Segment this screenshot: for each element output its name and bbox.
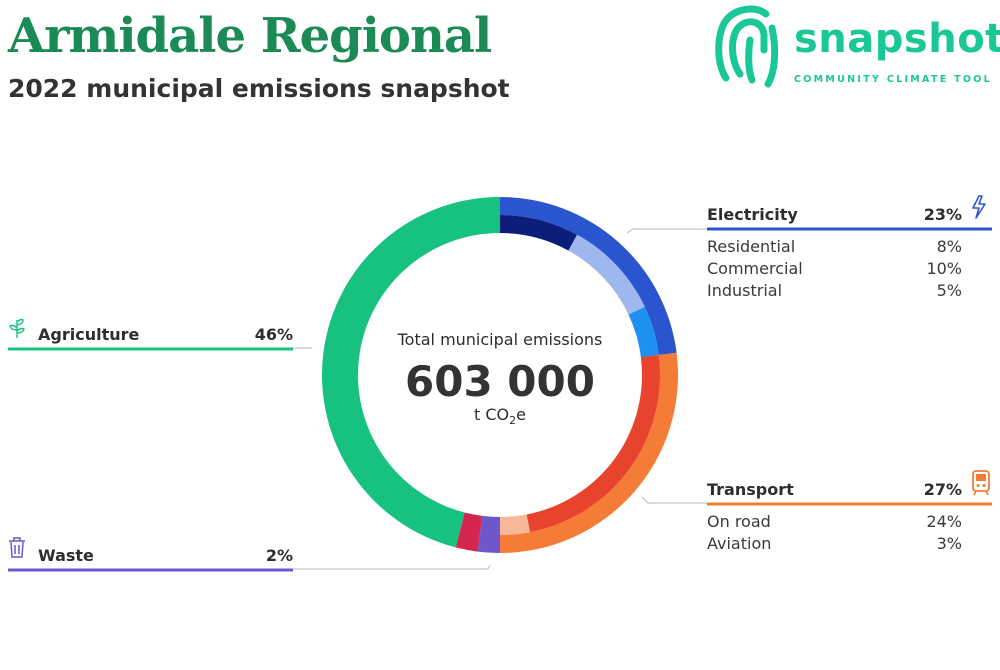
legend-electricity-label: Electricity bbox=[707, 205, 798, 224]
center-label: Total municipal emissions bbox=[397, 330, 603, 349]
page-subtitle: 2022 municipal emissions snapshot bbox=[8, 74, 510, 103]
legend-sub-industrial-value: 5% bbox=[937, 281, 962, 300]
lightning-icon bbox=[972, 195, 986, 219]
legend-sub-commercial-value: 10% bbox=[926, 259, 962, 278]
logo-tagline: COMMUNITY CLIMATE TOOL bbox=[794, 74, 993, 85]
snapshot-logo: snapshot COMMUNITY CLIMATE TOOL bbox=[712, 0, 1000, 90]
legend-agriculture: Agriculture 46% bbox=[8, 318, 293, 351]
subslice-on-road bbox=[526, 354, 660, 533]
legend-sub-on-road-label: On road bbox=[707, 512, 771, 531]
legend-sub-commercial-label: Commercial bbox=[707, 259, 803, 278]
legend-sub-aviation-label: Aviation bbox=[707, 534, 771, 553]
slice-waste bbox=[477, 515, 500, 553]
legend-sub-aviation-value: 3% bbox=[937, 534, 962, 553]
leader-line-transport bbox=[641, 496, 707, 504]
legend-agriculture-label: Agriculture bbox=[38, 325, 140, 344]
legend-transport-label: Transport bbox=[707, 480, 794, 499]
slice-other bbox=[455, 512, 483, 552]
slice-agriculture bbox=[322, 197, 500, 548]
legend-waste: Waste 2% bbox=[8, 537, 293, 572]
slice-transport bbox=[500, 352, 678, 553]
subslice-residential bbox=[500, 215, 578, 251]
sprout-icon bbox=[9, 318, 25, 338]
train-icon bbox=[972, 470, 990, 496]
legend-agriculture-value: 46% bbox=[255, 325, 293, 344]
page-title: Armidale Regional bbox=[8, 8, 492, 64]
legend-electricity: Electricity 23% Residential 8% Commercial 10%… bbox=[707, 195, 992, 300]
legend-sub-industrial-label: Industrial bbox=[707, 281, 782, 300]
legend-transport-value: 27% bbox=[924, 480, 962, 499]
legend-transport: Transport 27% On road 24% Aviation 3% bbox=[707, 470, 992, 553]
fingerprint-icon bbox=[715, 5, 779, 88]
center-value: 603 000 bbox=[405, 357, 595, 406]
leader-line-electricity bbox=[626, 228, 707, 234]
legend-sub-residential-label: Residential bbox=[707, 237, 795, 256]
legend-sub-residential-value: 8% bbox=[937, 237, 962, 256]
logo-wordmark: snapshot bbox=[794, 16, 1000, 62]
subslice-commercial bbox=[568, 234, 645, 315]
legend-electricity-value: 23% bbox=[924, 205, 962, 224]
bin-icon bbox=[9, 537, 25, 558]
subslice-industrial bbox=[628, 306, 659, 358]
legend-waste-label: Waste bbox=[38, 546, 94, 565]
legend-sub-on-road-value: 24% bbox=[926, 512, 962, 531]
slice-electricity bbox=[500, 197, 677, 355]
subslice-aviation bbox=[500, 514, 530, 535]
legend-waste-value: 2% bbox=[266, 546, 293, 565]
center-unit: t CO2e bbox=[474, 405, 526, 427]
leader-line-waste bbox=[293, 564, 491, 570]
